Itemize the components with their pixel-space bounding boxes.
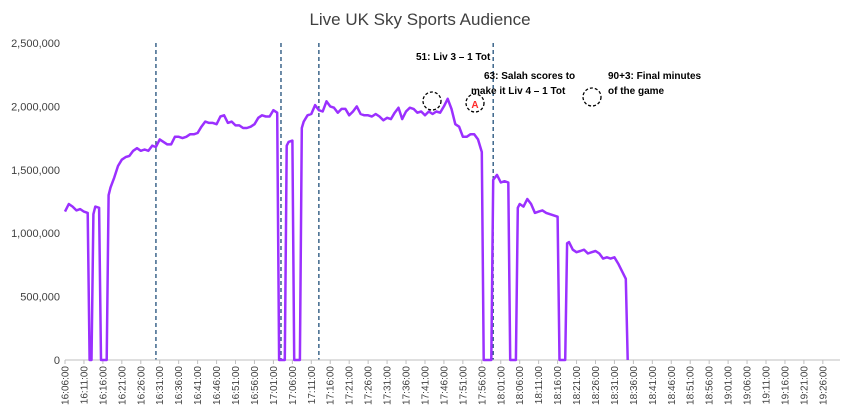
x-tick-label: 19:06:00: [743, 366, 754, 405]
annotation-markers: A: [422, 87, 602, 113]
x-tick-label: 16:16:00: [98, 366, 109, 405]
x-tick-label: 18:21:00: [572, 366, 583, 405]
x-tick-label: 16:46:00: [212, 366, 223, 405]
x-axis: 16:06:00 16:11:00 16:16:00 16:21:00 16:26:00…: [61, 360, 829, 405]
x-tick-label: 19:16:00: [780, 366, 791, 405]
x-tick-label: 16:06:00: [61, 366, 72, 405]
x-tick-label: 17:06:00: [288, 366, 299, 405]
goal-marker: A: [471, 100, 478, 111]
x-tick-label: 17:21:00: [345, 366, 356, 405]
x-tick-label: 18:01:00: [496, 366, 507, 405]
x-tick-label: 19:21:00: [799, 366, 810, 405]
x-tick-label: 18:56:00: [705, 366, 716, 405]
x-tick-label: 17:36:00: [402, 366, 413, 405]
annotation-circle-90: [582, 87, 602, 107]
annotation-90-line2: of the game: [608, 86, 665, 97]
x-tick-label: 16:51:00: [231, 366, 242, 405]
x-tick-label: 17:41:00: [420, 366, 431, 405]
x-tick-label: 16:36:00: [174, 366, 185, 405]
x-tick-label: 17:51:00: [458, 366, 469, 405]
y-tick-label: 0: [54, 355, 60, 367]
x-tick-label: 17:16:00: [326, 366, 337, 405]
x-tick-label: 16:56:00: [250, 366, 261, 405]
x-tick-label: 18:41:00: [648, 366, 659, 405]
annotation-63-line1: 63: Salah scores to: [484, 71, 575, 82]
x-tick-label: 18:51:00: [686, 366, 697, 405]
x-tick-label: 17:46:00: [439, 366, 450, 405]
x-tick-label: 16:11:00: [79, 366, 90, 405]
annotations: 51: Liv 3 – 1 Tot 63: Salah scores to ma…: [416, 52, 702, 97]
y-tick-label: 500,000: [20, 292, 60, 304]
y-axis: 0 500,000 1,000,000 1,500,000 2,000,000 2,500…: [11, 38, 60, 367]
x-tick-label: 17:01:00: [269, 366, 280, 405]
annotation-90-line1: 90+3: Final minutes: [608, 71, 702, 82]
y-tick-label: 2,000,000: [11, 101, 60, 113]
y-tick-label: 1,000,000: [11, 228, 60, 240]
vertical-markers: [155, 43, 494, 360]
series-line: [63, 97, 629, 362]
x-tick-label: 19:26:00: [818, 366, 829, 405]
x-tick-label: 18:46:00: [667, 366, 678, 405]
x-tick-label: 18:26:00: [591, 366, 602, 405]
chart-title: Live UK Sky Sports Audience: [309, 10, 530, 29]
x-tick-label: 18:36:00: [629, 366, 640, 405]
x-tick-label: 16:41:00: [193, 366, 204, 405]
x-tick-label: 18:31:00: [610, 366, 621, 405]
y-tick-label: 1,500,000: [11, 165, 60, 177]
x-tick-label: 16:31:00: [155, 366, 166, 405]
x-tick-label: 18:11:00: [534, 366, 545, 405]
x-tick-label: 17:26:00: [364, 366, 375, 405]
x-tick-label: 17:31:00: [383, 366, 394, 405]
annotation-circle-51: [422, 91, 442, 111]
x-tick-label: 19:11:00: [762, 366, 773, 405]
x-tick-label: 16:26:00: [136, 366, 147, 405]
annotation-63-line2: make it Liv 4 – 1 Tot: [471, 86, 566, 97]
x-tick-label: 18:16:00: [553, 366, 564, 405]
annotation-51: 51: Liv 3 – 1 Tot: [416, 52, 491, 63]
y-tick-label: 2,500,000: [11, 38, 60, 50]
x-tick-label: 17:56:00: [477, 366, 488, 405]
annotation-circle-63: [465, 93, 485, 113]
x-tick-label: 18:06:00: [515, 366, 526, 405]
x-tick-label: 17:11:00: [307, 366, 318, 405]
x-tick-label: 16:21:00: [117, 366, 128, 405]
x-tick-label: 19:01:00: [724, 366, 735, 405]
